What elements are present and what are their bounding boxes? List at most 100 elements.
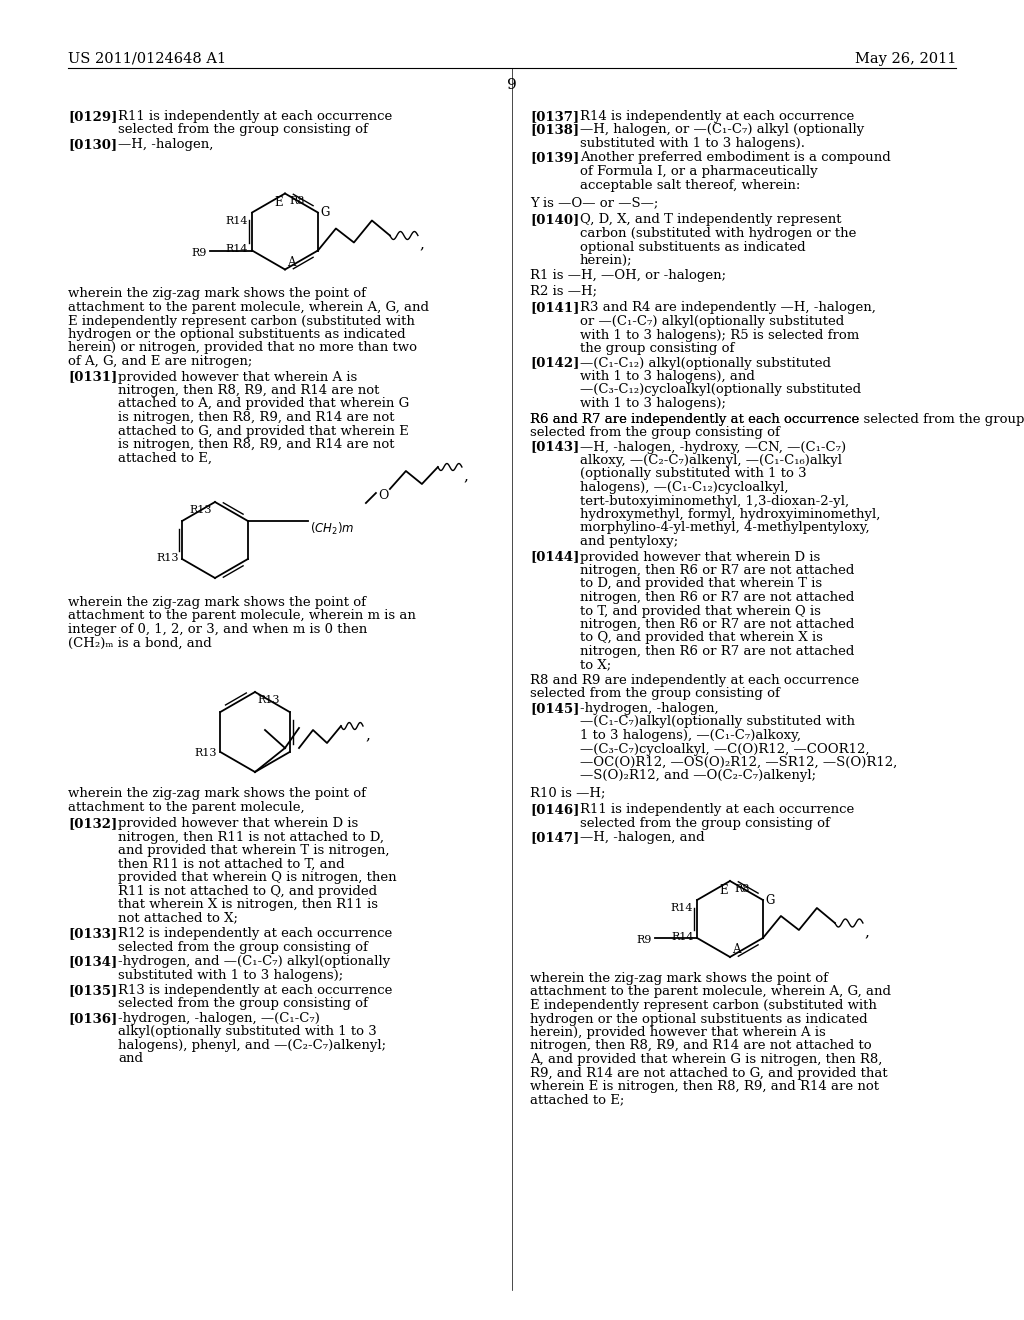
Text: attached to E,: attached to E, bbox=[118, 451, 212, 465]
Text: attachment to the parent molecule,: attachment to the parent molecule, bbox=[68, 800, 304, 813]
Text: with 1 to 3 halogens), and: with 1 to 3 halogens), and bbox=[580, 370, 755, 383]
Text: R14: R14 bbox=[225, 215, 248, 226]
Text: the group consisting of: the group consisting of bbox=[580, 342, 734, 355]
Text: Y is —O— or —S—;: Y is —O— or —S—; bbox=[530, 195, 658, 209]
Text: herein) or nitrogen, provided that no more than two: herein) or nitrogen, provided that no mo… bbox=[68, 342, 417, 355]
Text: alkyl(optionally substituted with 1 to 3: alkyl(optionally substituted with 1 to 3 bbox=[118, 1026, 377, 1039]
Text: —OC(O)R12, —OS(O)₂R12, —SR12, —S(O)R12,: —OC(O)R12, —OS(O)₂R12, —SR12, —S(O)R12, bbox=[580, 756, 897, 770]
Text: [0141]: [0141] bbox=[530, 301, 580, 314]
Text: —(C₁-C₇)alkyl(optionally substituted with: —(C₁-C₇)alkyl(optionally substituted wit… bbox=[580, 715, 855, 729]
Text: [0143]: [0143] bbox=[530, 441, 580, 454]
Text: nitrogen, then R6 or R7 are not attached: nitrogen, then R6 or R7 are not attached bbox=[580, 591, 854, 605]
Text: [0144]: [0144] bbox=[530, 550, 580, 564]
Text: US 2011/0124648 A1: US 2011/0124648 A1 bbox=[68, 51, 226, 66]
Text: herein), provided however that wherein A is: herein), provided however that wherein A… bbox=[530, 1026, 825, 1039]
Text: halogens), phenyl, and —(C₂-C₇)alkenyl;: halogens), phenyl, and —(C₂-C₇)alkenyl; bbox=[118, 1039, 386, 1052]
Text: and: and bbox=[118, 1052, 143, 1065]
Text: —(C₃-C₁₂)cycloalkyl(optionally substituted: —(C₃-C₁₂)cycloalkyl(optionally substitut… bbox=[580, 384, 861, 396]
Text: R9, and R14 are not attached to G, and provided that: R9, and R14 are not attached to G, and p… bbox=[530, 1067, 888, 1080]
Text: R2 is —H;: R2 is —H; bbox=[530, 284, 597, 297]
Text: carbon (substituted with hydrogen or the: carbon (substituted with hydrogen or the bbox=[580, 227, 856, 240]
Text: attached to E;: attached to E; bbox=[530, 1093, 625, 1106]
Text: selected from the group consisting of: selected from the group consisting of bbox=[530, 426, 780, 440]
Text: R8 and R9 are independently at each occurrence: R8 and R9 are independently at each occu… bbox=[530, 675, 859, 686]
Text: provided however that wherein D is: provided however that wherein D is bbox=[580, 550, 820, 564]
Text: acceptable salt thereof, wherein:: acceptable salt thereof, wherein: bbox=[580, 178, 801, 191]
Text: E independently represent carbon (substituted with: E independently represent carbon (substi… bbox=[68, 314, 415, 327]
Text: [0147]: [0147] bbox=[530, 832, 580, 845]
Text: ,: , bbox=[420, 238, 425, 252]
Text: A: A bbox=[732, 942, 740, 956]
Text: selected from the group consisting of: selected from the group consisting of bbox=[118, 124, 368, 136]
Text: R12 is independently at each occurrence: R12 is independently at each occurrence bbox=[118, 927, 392, 940]
Text: [0136]: [0136] bbox=[68, 1012, 118, 1026]
Text: G: G bbox=[319, 206, 330, 219]
Text: integer of 0, 1, 2, or 3, and when m is 0 then: integer of 0, 1, 2, or 3, and when m is … bbox=[68, 623, 368, 636]
Text: is nitrogen, then R8, R9, and R14 are not: is nitrogen, then R8, R9, and R14 are no… bbox=[118, 438, 394, 451]
Text: nitrogen, then R8, R9, and R14 are not attached to: nitrogen, then R8, R9, and R14 are not a… bbox=[530, 1040, 871, 1052]
Text: to Q, and provided that wherein X is: to Q, and provided that wherein X is bbox=[580, 631, 823, 644]
Text: [0134]: [0134] bbox=[68, 954, 118, 968]
Text: ,: , bbox=[365, 729, 370, 742]
Text: nitrogen, then R11 is not attached to D,: nitrogen, then R11 is not attached to D, bbox=[118, 830, 384, 843]
Text: with 1 to 3 halogens); R5 is selected from: with 1 to 3 halogens); R5 is selected fr… bbox=[580, 329, 859, 342]
Text: hydroxymethyl, formyl, hydroxyiminomethyl,: hydroxymethyl, formyl, hydroxyiminomethy… bbox=[580, 508, 881, 521]
Text: not attached to X;: not attached to X; bbox=[118, 912, 238, 924]
Text: R9: R9 bbox=[637, 935, 652, 945]
Text: -hydrogen, and —(C₁-C₇) alkyl(optionally: -hydrogen, and —(C₁-C₇) alkyl(optionally bbox=[118, 954, 390, 968]
Text: R11 is independently at each occurrence: R11 is independently at each occurrence bbox=[118, 110, 392, 123]
Text: hydrogen or the optional substituents as indicated: hydrogen or the optional substituents as… bbox=[530, 1012, 867, 1026]
Text: 1 to 3 halogens), —(C₁-C₇)alkoxy,: 1 to 3 halogens), —(C₁-C₇)alkoxy, bbox=[580, 729, 801, 742]
Text: —(C₁-C₁₂) alkyl(optionally substituted: —(C₁-C₁₂) alkyl(optionally substituted bbox=[580, 356, 831, 370]
Text: O: O bbox=[378, 488, 388, 502]
Text: [0137]: [0137] bbox=[530, 110, 580, 123]
Text: nitrogen, then R8, R9, and R14 are not: nitrogen, then R8, R9, and R14 are not bbox=[118, 384, 379, 397]
Text: of Formula I, or a pharmaceutically: of Formula I, or a pharmaceutically bbox=[580, 165, 818, 178]
Text: optional substituents as indicated: optional substituents as indicated bbox=[580, 240, 806, 253]
Text: R13 is independently at each occurrence: R13 is independently at each occurrence bbox=[118, 983, 392, 997]
Text: R6 and R7 are independently at each occurrence selected from the group consistin: R6 and R7 are independently at each occu… bbox=[530, 412, 1024, 425]
Text: substituted with 1 to 3 halogens).: substituted with 1 to 3 halogens). bbox=[580, 137, 805, 150]
Text: R13: R13 bbox=[157, 553, 179, 564]
Text: attached to G, and provided that wherein E: attached to G, and provided that wherein… bbox=[118, 425, 409, 437]
Text: [0138]: [0138] bbox=[530, 124, 580, 136]
Text: R14: R14 bbox=[225, 244, 248, 255]
Text: —H, -halogen,: —H, -halogen, bbox=[118, 139, 213, 150]
Text: R9: R9 bbox=[191, 248, 207, 257]
Text: halogens), —(C₁-C₁₂)cycloalkyl,: halogens), —(C₁-C₁₂)cycloalkyl, bbox=[580, 480, 788, 494]
Text: Another preferred embodiment is a compound: Another preferred embodiment is a compou… bbox=[580, 152, 891, 165]
Text: ,: , bbox=[464, 469, 469, 483]
Text: provided that wherein Q is nitrogen, then: provided that wherein Q is nitrogen, the… bbox=[118, 871, 396, 884]
Text: is nitrogen, then R8, R9, and R14 are not: is nitrogen, then R8, R9, and R14 are no… bbox=[118, 411, 394, 424]
Text: [0132]: [0132] bbox=[68, 817, 118, 830]
Text: E independently represent carbon (substituted with: E independently represent carbon (substi… bbox=[530, 999, 877, 1012]
Text: [0146]: [0146] bbox=[530, 804, 580, 817]
Text: attached to A, and provided that wherein G: attached to A, and provided that wherein… bbox=[118, 397, 410, 411]
Text: R14: R14 bbox=[671, 903, 693, 913]
Text: R13: R13 bbox=[189, 506, 212, 515]
Text: that wherein X is nitrogen, then R11 is: that wherein X is nitrogen, then R11 is bbox=[118, 898, 378, 911]
Text: selected from the group consisting of: selected from the group consisting of bbox=[118, 940, 368, 953]
Text: [0131]: [0131] bbox=[68, 371, 118, 384]
Text: G: G bbox=[765, 894, 774, 907]
Text: [0129]: [0129] bbox=[68, 110, 118, 123]
Text: A: A bbox=[287, 256, 296, 268]
Text: attachment to the parent molecule, wherein A, G, and: attachment to the parent molecule, where… bbox=[68, 301, 429, 314]
Text: and pentyloxy;: and pentyloxy; bbox=[580, 535, 678, 548]
Text: E: E bbox=[274, 197, 283, 210]
Text: provided however that wherein A is: provided however that wherein A is bbox=[118, 371, 357, 384]
Text: R8: R8 bbox=[289, 197, 304, 206]
Text: nitrogen, then R6 or R7 are not attached: nitrogen, then R6 or R7 are not attached bbox=[580, 618, 854, 631]
Text: selected from the group consisting of: selected from the group consisting of bbox=[530, 688, 780, 701]
Text: R13: R13 bbox=[257, 696, 280, 705]
Text: wherein the zig-zag mark shows the point of: wherein the zig-zag mark shows the point… bbox=[68, 787, 366, 800]
Text: tert-butoxyiminomethyl, 1,3-dioxan-2-yl,: tert-butoxyiminomethyl, 1,3-dioxan-2-yl, bbox=[580, 495, 849, 507]
Text: [0133]: [0133] bbox=[68, 927, 117, 940]
Text: (optionally substituted with 1 to 3: (optionally substituted with 1 to 3 bbox=[580, 467, 807, 480]
Text: $(CH_2)m$: $(CH_2)m$ bbox=[310, 521, 354, 537]
Text: of A, G, and E are nitrogen;: of A, G, and E are nitrogen; bbox=[68, 355, 252, 368]
Text: R10 is —H;: R10 is —H; bbox=[530, 785, 605, 799]
Text: or —(C₁-C₇) alkyl(optionally substituted: or —(C₁-C₇) alkyl(optionally substituted bbox=[580, 315, 844, 327]
Text: with 1 to 3 halogens);: with 1 to 3 halogens); bbox=[580, 397, 726, 411]
Text: R8: R8 bbox=[734, 884, 750, 894]
